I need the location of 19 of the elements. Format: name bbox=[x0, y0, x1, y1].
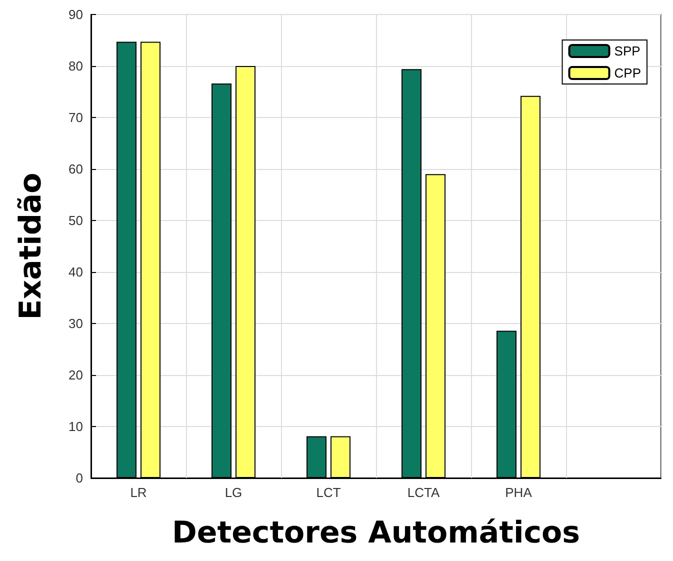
y-tick-label: 70 bbox=[68, 110, 83, 125]
x-tick-label: LCTA bbox=[407, 485, 440, 500]
x-axis-title: Detectores Automáticos bbox=[172, 516, 580, 550]
y-tick-label: 30 bbox=[68, 316, 83, 331]
y-tick-label: 40 bbox=[68, 264, 83, 280]
y-axis-title: Exatidão bbox=[14, 172, 48, 320]
y-tick-label: 60 bbox=[68, 162, 83, 176]
y-tick-label: 50 bbox=[68, 213, 83, 228]
x-tick-label: LG bbox=[224, 485, 242, 500]
y-tick-label: 0 bbox=[76, 470, 83, 486]
x-tick-label: LCT bbox=[316, 485, 341, 500]
legend-label: CPP bbox=[614, 66, 642, 80]
x-tick-label: LR bbox=[130, 485, 147, 500]
y-tick-label: 20 bbox=[68, 368, 83, 382]
y-tick-label: 10 bbox=[68, 419, 83, 434]
x-tick-label: PHA bbox=[505, 485, 532, 500]
y-tick-label: 80 bbox=[68, 58, 83, 74]
legend-label: SPP bbox=[614, 44, 640, 58]
y-tick-label: 90 bbox=[68, 7, 83, 22]
